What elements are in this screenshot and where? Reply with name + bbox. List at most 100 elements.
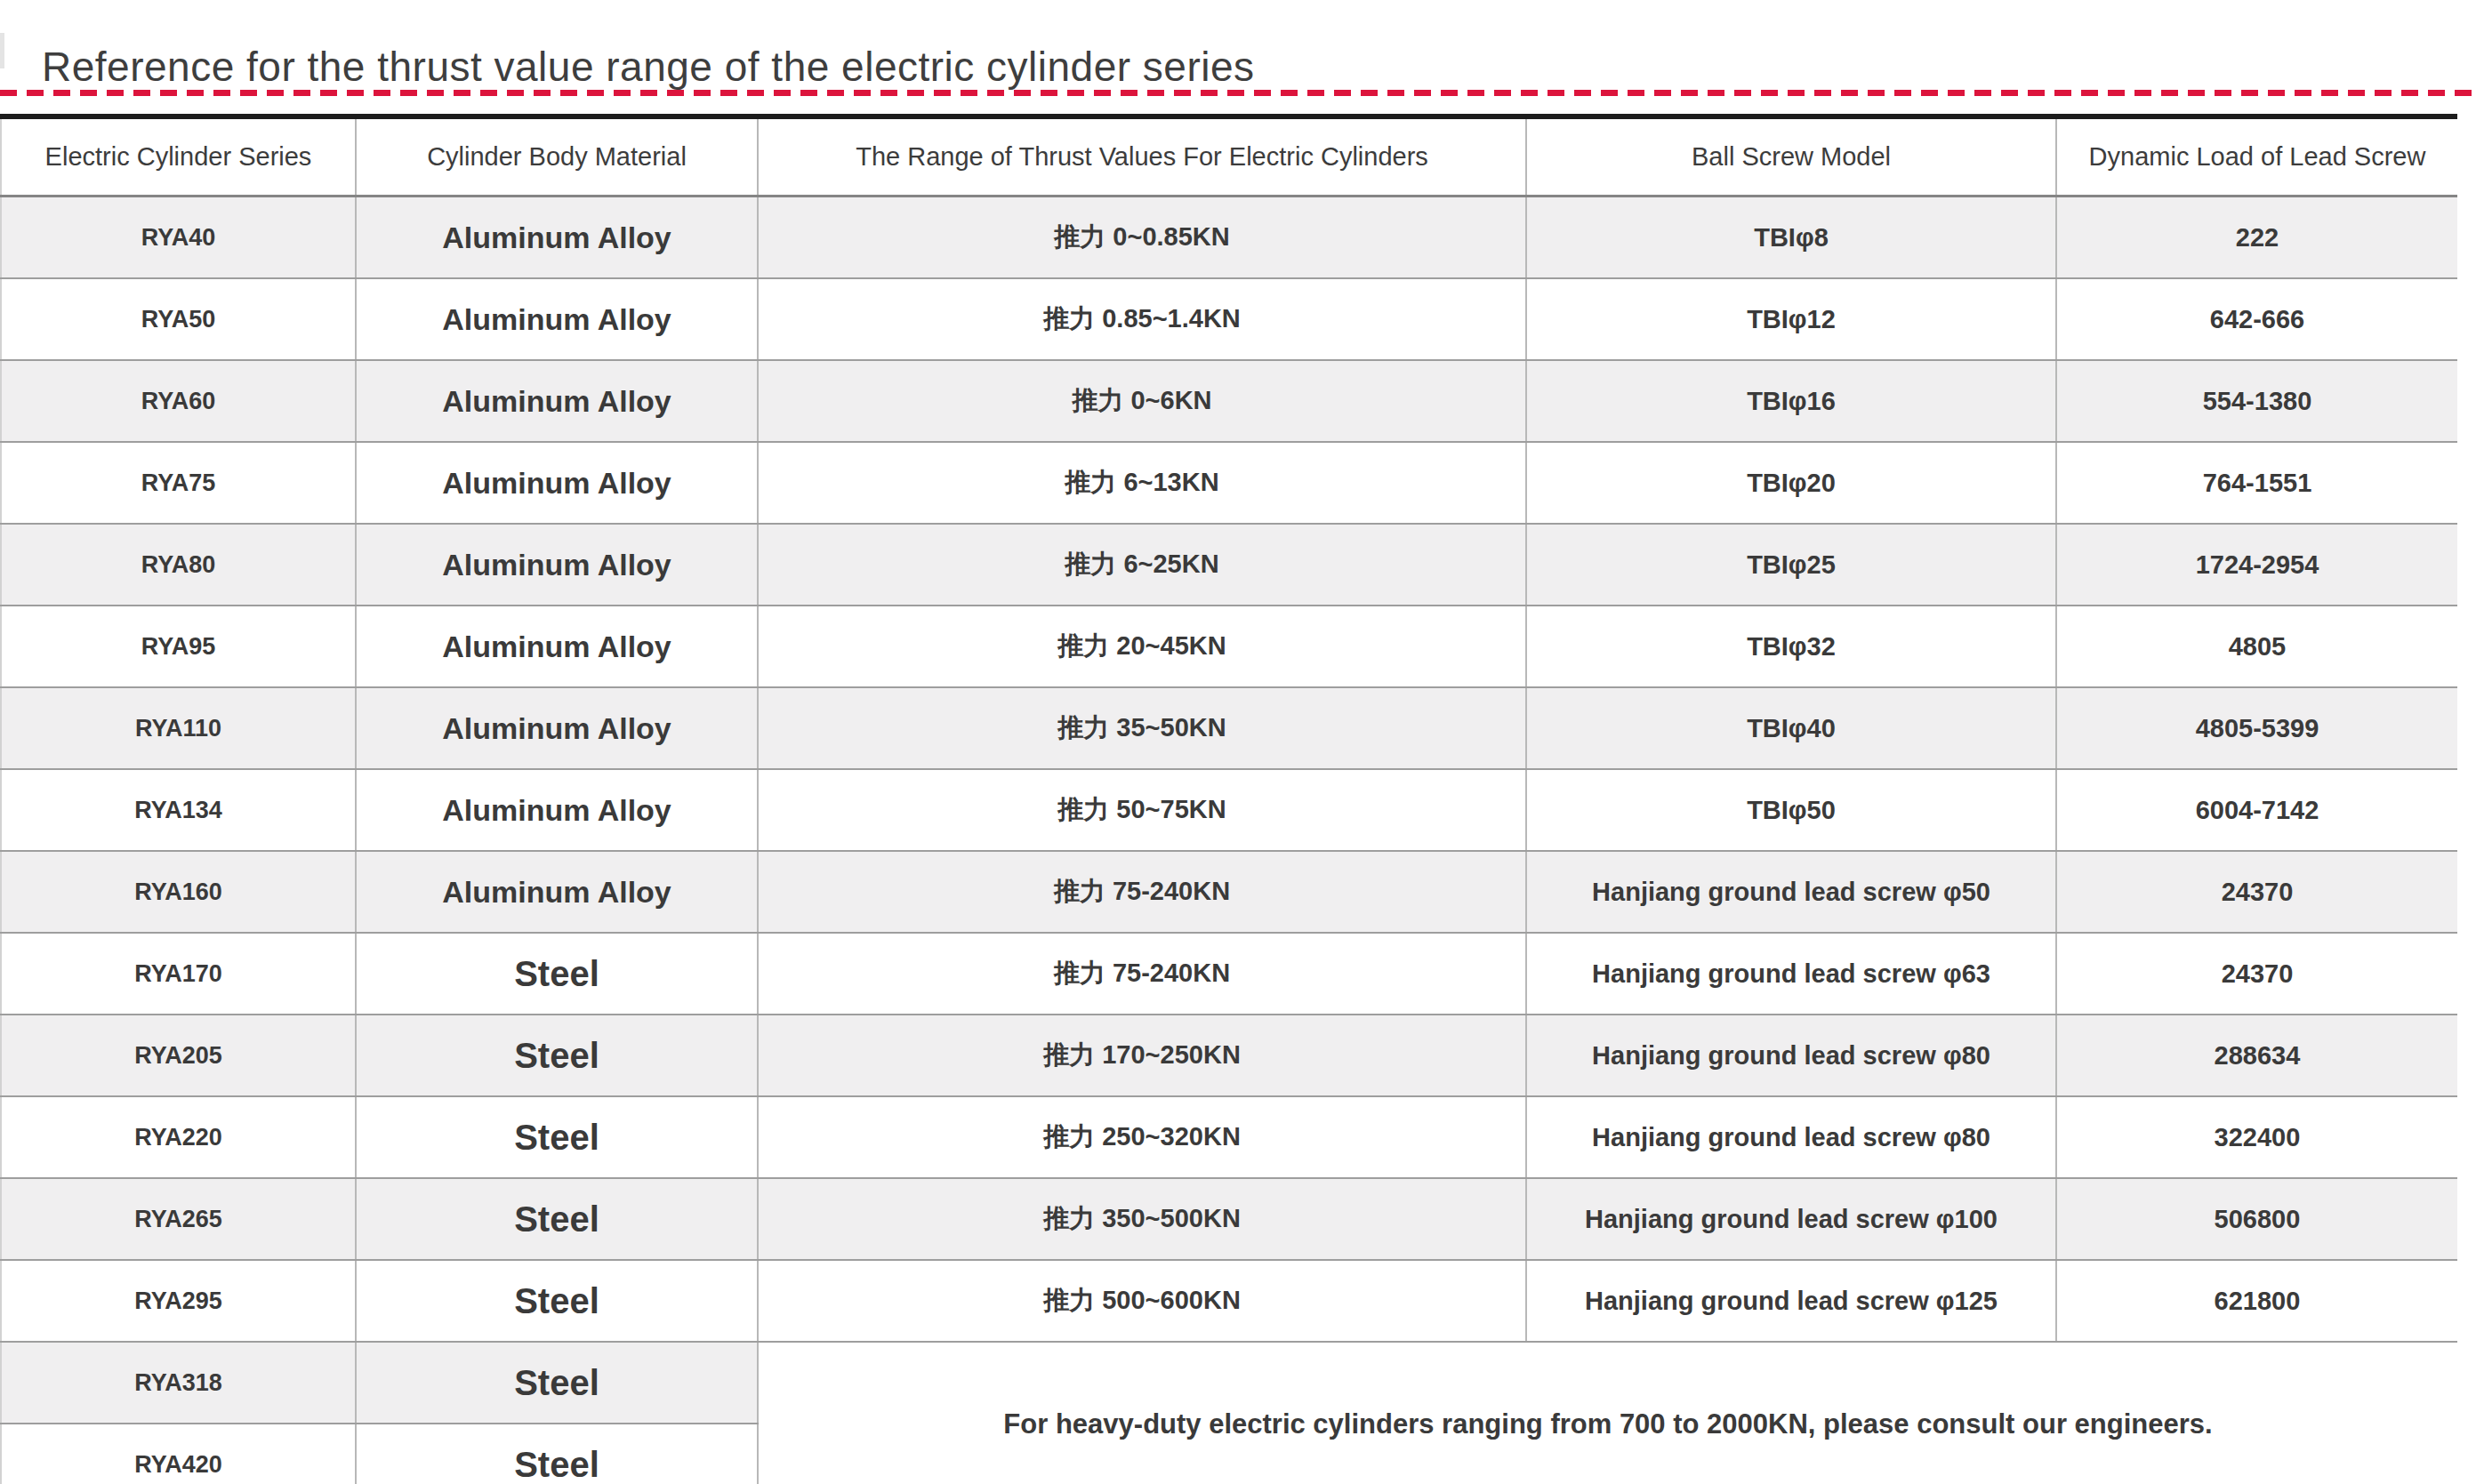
table-row: RYA60Aluminum Alloy推力 0~6KNTBIφ16554-138… bbox=[1, 360, 2457, 442]
cell-material: Aluminum Alloy bbox=[356, 197, 758, 279]
cell-material: Steel bbox=[356, 1342, 758, 1424]
cell-material: Steel bbox=[356, 1424, 758, 1484]
col-header-load: Dynamic Load of Lead Screw bbox=[2056, 116, 2457, 197]
cell-material: Aluminum Alloy bbox=[356, 687, 758, 769]
cell-screw: TBIφ25 bbox=[1526, 524, 2056, 606]
cell-thrust: 推力 75-240KN bbox=[758, 933, 1526, 1015]
cell-load: 764-1551 bbox=[2056, 442, 2457, 524]
cell-load: 4805 bbox=[2056, 606, 2457, 687]
cell-series: RYA220 bbox=[1, 1096, 356, 1178]
cell-series: RYA265 bbox=[1, 1178, 356, 1260]
cell-screw: TBIφ12 bbox=[1526, 278, 2056, 360]
cell-screw: TBIφ16 bbox=[1526, 360, 2056, 442]
cell-series: RYA95 bbox=[1, 606, 356, 687]
col-header-material: Cylinder Body Material bbox=[356, 116, 758, 197]
cell-series: RYA80 bbox=[1, 524, 356, 606]
table-row: RYA110Aluminum Alloy推力 35~50KNTBIφ404805… bbox=[1, 687, 2457, 769]
cell-load: 642-666 bbox=[2056, 278, 2457, 360]
cell-series: RYA50 bbox=[1, 278, 356, 360]
table-row: RYA170Steel推力 75-240KNHanjiang ground le… bbox=[1, 933, 2457, 1015]
cell-screw: TBIφ8 bbox=[1526, 197, 2056, 279]
cell-material: Aluminum Alloy bbox=[356, 851, 758, 933]
table-row: RYA220Steel推力 250~320KNHanjiang ground l… bbox=[1, 1096, 2457, 1178]
cell-load: 24370 bbox=[2056, 851, 2457, 933]
cell-thrust: 推力 75-240KN bbox=[758, 851, 1526, 933]
cell-screw: Hanjiang ground lead screw φ50 bbox=[1526, 851, 2056, 933]
cell-screw: Hanjiang ground lead screw φ80 bbox=[1526, 1096, 2056, 1178]
cell-thrust: 推力 0~6KN bbox=[758, 360, 1526, 442]
cell-screw: TBIφ32 bbox=[1526, 606, 2056, 687]
cell-series: RYA170 bbox=[1, 933, 356, 1015]
cell-thrust: 推力 50~75KN bbox=[758, 769, 1526, 851]
cell-series: RYA318 bbox=[1, 1342, 356, 1424]
cell-series: RYA420 bbox=[1, 1424, 356, 1484]
cell-load: 554-1380 bbox=[2056, 360, 2457, 442]
cell-load: 6004-7142 bbox=[2056, 769, 2457, 851]
cell-series: RYA134 bbox=[1, 769, 356, 851]
cell-load: 4805-5399 bbox=[2056, 687, 2457, 769]
cell-thrust: 推力 20~45KN bbox=[758, 606, 1526, 687]
cell-material: Aluminum Alloy bbox=[356, 278, 758, 360]
cell-load: 1724-2954 bbox=[2056, 524, 2457, 606]
table-row: RYA295Steel推力 500~600KNHanjiang ground l… bbox=[1, 1260, 2457, 1342]
cell-material: Aluminum Alloy bbox=[356, 360, 758, 442]
heavy-duty-note: For heavy-duty electric cylinders rangin… bbox=[758, 1342, 2457, 1484]
cell-thrust: 推力 6~13KN bbox=[758, 442, 1526, 524]
cell-series: RYA160 bbox=[1, 851, 356, 933]
table-row: RYA50Aluminum Alloy推力 0.85~1.4KNTBIφ1264… bbox=[1, 278, 2457, 360]
cell-screw: TBIφ50 bbox=[1526, 769, 2056, 851]
col-header-series: Electric Cylinder Series bbox=[1, 116, 356, 197]
cell-series: RYA40 bbox=[1, 197, 356, 279]
table-header-row: Electric Cylinder Series Cylinder Body M… bbox=[1, 116, 2457, 197]
cell-material: Steel bbox=[356, 1096, 758, 1178]
title-divider-dashed-line bbox=[0, 90, 2476, 96]
cell-series: RYA205 bbox=[1, 1015, 356, 1096]
cell-series: RYA110 bbox=[1, 687, 356, 769]
table-row: RYA75Aluminum Alloy推力 6~13KNTBIφ20764-15… bbox=[1, 442, 2457, 524]
cell-load: 322400 bbox=[2056, 1096, 2457, 1178]
cell-screw: TBIφ40 bbox=[1526, 687, 2056, 769]
cell-thrust: 推力 250~320KN bbox=[758, 1096, 1526, 1178]
page: { "page": { "title": "Reference for the … bbox=[0, 0, 2476, 1484]
table-row: RYA160Aluminum Alloy推力 75-240KNHanjiang … bbox=[1, 851, 2457, 933]
table-row: RYA40Aluminum Alloy推力 0~0.85KNTBIφ8222 bbox=[1, 197, 2457, 279]
cell-thrust: 推力 6~25KN bbox=[758, 524, 1526, 606]
cell-material: Aluminum Alloy bbox=[356, 606, 758, 687]
cell-series: RYA295 bbox=[1, 1260, 356, 1342]
table-row: RYA318SteelFor heavy-duty electric cylin… bbox=[1, 1342, 2457, 1424]
cell-material: Steel bbox=[356, 1260, 758, 1342]
col-header-thrust: The Range of Thrust Values For Electric … bbox=[758, 116, 1526, 197]
cell-material: Steel bbox=[356, 1178, 758, 1260]
page-title: Reference for the thrust value range of … bbox=[42, 40, 1255, 93]
cell-thrust: 推力 350~500KN bbox=[758, 1178, 1526, 1260]
cell-thrust: 推力 500~600KN bbox=[758, 1260, 1526, 1342]
cell-load: 621800 bbox=[2056, 1260, 2457, 1342]
cell-thrust: 推力 170~250KN bbox=[758, 1015, 1526, 1096]
cell-material: Aluminum Alloy bbox=[356, 769, 758, 851]
table-row: RYA134Aluminum Alloy推力 50~75KNTBIφ506004… bbox=[1, 769, 2457, 851]
cell-material: Aluminum Alloy bbox=[356, 442, 758, 524]
cell-screw: Hanjiang ground lead screw φ125 bbox=[1526, 1260, 2056, 1342]
cell-load: 288634 bbox=[2056, 1015, 2457, 1096]
cell-screw: Hanjiang ground lead screw φ63 bbox=[1526, 933, 2056, 1015]
cell-screw: Hanjiang ground lead screw φ80 bbox=[1526, 1015, 2056, 1096]
cell-thrust: 推力 0~0.85KN bbox=[758, 197, 1526, 279]
cell-load: 24370 bbox=[2056, 933, 2457, 1015]
cell-thrust: 推力 35~50KN bbox=[758, 687, 1526, 769]
col-header-screw: Ball Screw Model bbox=[1526, 116, 2056, 197]
cell-screw: TBIφ20 bbox=[1526, 442, 2056, 524]
cell-load: 222 bbox=[2056, 197, 2457, 279]
cell-material: Steel bbox=[356, 933, 758, 1015]
title-accent-bar bbox=[0, 33, 4, 68]
cell-material: Steel bbox=[356, 1015, 758, 1096]
cell-material: Aluminum Alloy bbox=[356, 524, 758, 606]
table-row: RYA95Aluminum Alloy推力 20~45KNTBIφ324805 bbox=[1, 606, 2457, 687]
cell-thrust: 推力 0.85~1.4KN bbox=[758, 278, 1526, 360]
cell-series: RYA60 bbox=[1, 360, 356, 442]
cell-series: RYA75 bbox=[1, 442, 356, 524]
table-row: RYA205Steel推力 170~250KNHanjiang ground l… bbox=[1, 1015, 2457, 1096]
cell-load: 506800 bbox=[2056, 1178, 2457, 1260]
thrust-reference-table: Electric Cylinder Series Cylinder Body M… bbox=[0, 114, 2457, 1484]
table-row: RYA80Aluminum Alloy推力 6~25KNTBIφ251724-2… bbox=[1, 524, 2457, 606]
table-body: RYA40Aluminum Alloy推力 0~0.85KNTBIφ8222RY… bbox=[1, 197, 2457, 1484]
